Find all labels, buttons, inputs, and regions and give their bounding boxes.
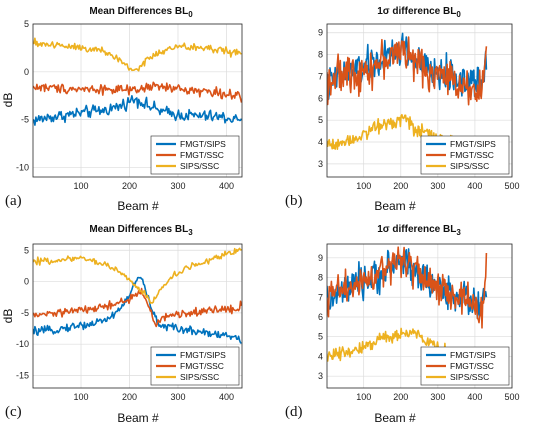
legend-label: FMGT/SIPS (180, 350, 226, 360)
x-tick-label: 200 (122, 392, 137, 402)
y-tick-label: -5 (21, 308, 29, 318)
y-tick-label: 5 (318, 332, 323, 342)
y-tick-label: 5 (24, 19, 29, 29)
y-tick-label: 4 (318, 351, 323, 361)
series-line-fmgt-sips (33, 276, 242, 344)
chart-panel-2: 100 200 300 400 500 3 4 5 6 7 8 9 FMGT/SIPSFMGT/SSCS… (285, 6, 520, 213)
axes-frame (326, 23, 513, 178)
legend-label: FMGT/SIPS (450, 350, 496, 360)
y-axis-label: dB (1, 309, 15, 324)
panel-letter: (b) (285, 193, 303, 209)
y-tick-label: -15 (16, 370, 29, 380)
x-tick-label: 100 (73, 392, 88, 402)
y-tick-label: -10 (16, 162, 29, 172)
x-tick-label: 300 (170, 392, 185, 402)
series-line-fmgt-ssc (33, 81, 242, 103)
series-line-fmgt-sips (327, 248, 488, 320)
x-tick-label: 300 (430, 181, 445, 191)
x-tick-label: 500 (504, 181, 519, 191)
legend-label: SIPS/SSC (180, 161, 219, 171)
x-tick-label: 100 (356, 392, 371, 402)
legend-label: FMGT/SSC (450, 361, 494, 371)
panel-letter: (d) (285, 404, 303, 420)
legend-label: FMGT/SIPS (180, 139, 226, 149)
x-tick-label: 100 (356, 181, 371, 191)
y-tick-label: 4 (318, 137, 323, 147)
series-line-sips-ssc (33, 247, 242, 304)
y-axis-label: dB (1, 93, 15, 108)
series-line-fmgt-sips (33, 95, 242, 126)
x-axis-label: Beam # (374, 411, 416, 425)
y-tick-label: 8 (318, 273, 323, 283)
x-tick-label: 200 (393, 392, 408, 402)
y-tick-label: 0 (24, 67, 29, 77)
legend-label: FMGT/SSC (450, 150, 494, 160)
y-tick-label: 6 (318, 312, 323, 322)
y-tick-label: 5 (24, 245, 29, 255)
axes-frame (32, 243, 243, 389)
chart-panel-3: 100 200 300 400 5 0 -5 -10 -15 FMGT/SIPSFMGT/SSCS… (1, 224, 243, 425)
x-tick-label: 300 (170, 181, 185, 191)
axes-frame (326, 243, 513, 389)
y-tick-label: -10 (16, 339, 29, 349)
y-tick-label: 7 (318, 71, 323, 81)
y-tick-label: 3 (318, 371, 323, 381)
x-tick-label: 500 (504, 392, 519, 402)
x-axis-label: Beam # (374, 199, 416, 213)
x-axis-label: Beam # (117, 199, 159, 213)
x-tick-label: 300 (430, 392, 445, 402)
chart-title: 1σ difference BL3 (377, 224, 461, 237)
chart-panel-4: 100 200 300 400 500 3 4 5 6 7 8 9 FMGT/SIPSFMGT/SSCS… (285, 224, 520, 425)
y-tick-label: 7 (318, 292, 323, 302)
legend-label: SIPS/SSC (450, 372, 489, 382)
x-tick-label: 100 (73, 181, 88, 191)
y-tick-label: 8 (318, 50, 323, 60)
x-tick-label: 200 (393, 181, 408, 191)
y-tick-label: 3 (318, 159, 323, 169)
y-tick-label: 0 (24, 277, 29, 287)
y-tick-label: 6 (318, 93, 323, 103)
legend-label: SIPS/SSC (450, 161, 489, 171)
y-tick-label: 5 (318, 115, 323, 125)
x-tick-label: 400 (467, 181, 482, 191)
x-tick-label: 400 (219, 181, 234, 191)
panel-letter: (c) (5, 404, 22, 420)
y-tick-label: -5 (21, 115, 29, 125)
chart-title: 1σ difference BL0 (377, 6, 461, 19)
series-line-fmgt-ssc (327, 36, 488, 106)
x-tick-label: 400 (219, 392, 234, 402)
series-line-sips-ssc (33, 37, 242, 72)
chart-title: Mean Differences BL3 (89, 224, 193, 237)
y-tick-label: 9 (318, 253, 323, 263)
legend-label: FMGT/SSC (180, 150, 224, 160)
chart-panel-1: 100 200 300 400 5 0 -5 -10 FMGT/SIPSFMGT/SSCSIPS… (1, 6, 243, 213)
axes-frame (32, 23, 243, 178)
series-line-fmgt-ssc (327, 246, 488, 329)
legend-label: SIPS/SSC (180, 372, 219, 382)
series-line-fmgt-ssc (33, 287, 242, 328)
x-tick-label: 200 (122, 181, 137, 191)
panel-letter: (a) (5, 193, 22, 209)
chart-title: Mean Differences BL0 (89, 6, 193, 19)
x-tick-label: 400 (467, 392, 482, 402)
legend-label: FMGT/SSC (180, 361, 224, 371)
legend-label: FMGT/SIPS (450, 139, 496, 149)
x-axis-label: Beam # (117, 411, 159, 425)
y-tick-label: 9 (318, 28, 323, 38)
